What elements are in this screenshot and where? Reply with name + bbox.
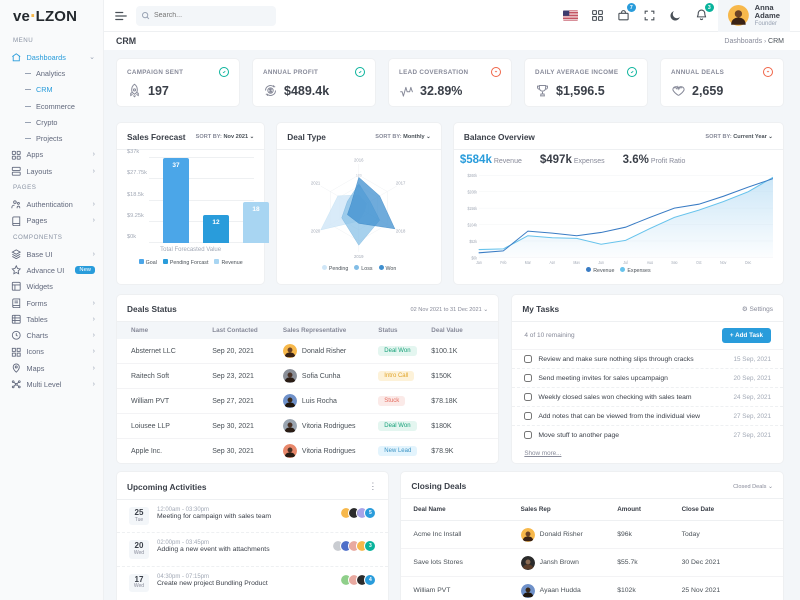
svg-text:Apr: Apr [549,259,555,264]
svg-text:Aug: Aug [647,259,653,264]
svg-text:2016: 2016 [354,157,364,162]
svg-text:2021: 2021 [311,180,321,185]
svg-text:$52k: $52k [469,238,477,244]
svg-text:May: May [573,259,580,264]
svg-text:Jan: Jan [476,259,482,264]
svg-text:2020: 2020 [311,228,321,233]
svg-text:Feb: Feb [500,259,507,264]
svg-text:$260k: $260k [467,173,477,179]
svg-text:Jun: Jun [598,259,604,264]
svg-text:Oct: Oct [696,259,702,264]
svg-text:$208k: $208k [467,189,477,195]
svg-text:120: 120 [356,174,362,178]
svg-text:Nov: Nov [720,259,727,264]
svg-text:2017: 2017 [396,180,406,185]
svg-text:Sep: Sep [671,259,678,264]
svg-text:Mar: Mar [525,259,532,264]
svg-text:$156k: $156k [467,206,477,212]
svg-text:$104k: $104k [467,222,477,228]
svg-text:Jul: Jul [623,259,628,264]
svg-text:2019: 2019 [354,254,364,259]
svg-text:Dec: Dec [745,259,751,264]
svg-text:2018: 2018 [396,228,406,233]
